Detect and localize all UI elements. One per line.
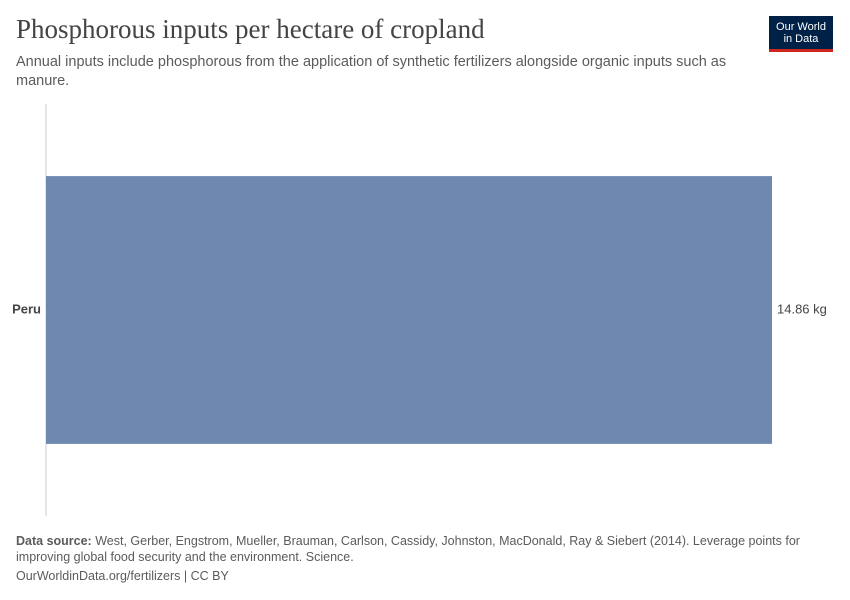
bar xyxy=(46,176,772,444)
value-label: 14.86 kg xyxy=(777,301,827,316)
source-text: West, Gerber, Engstrom, Mueller, Brauman… xyxy=(16,534,800,564)
chart-subtitle: Annual inputs include phosphorous from t… xyxy=(16,54,727,89)
chart-title: Phosphorous inputs per hectare of cropla… xyxy=(16,14,485,44)
logo[interactable]: Our World in Data xyxy=(769,16,833,52)
source-label: Data source: xyxy=(16,534,92,548)
logo-line: in Data xyxy=(783,33,819,45)
source: Data source: West, Gerber, Engstrom, Mue… xyxy=(16,533,806,565)
footer[interactable]: OurWorldinData.org/fertilizers | CC BY xyxy=(16,569,229,583)
category-label: Peru xyxy=(12,301,41,316)
logo-line: Our World xyxy=(776,21,826,33)
